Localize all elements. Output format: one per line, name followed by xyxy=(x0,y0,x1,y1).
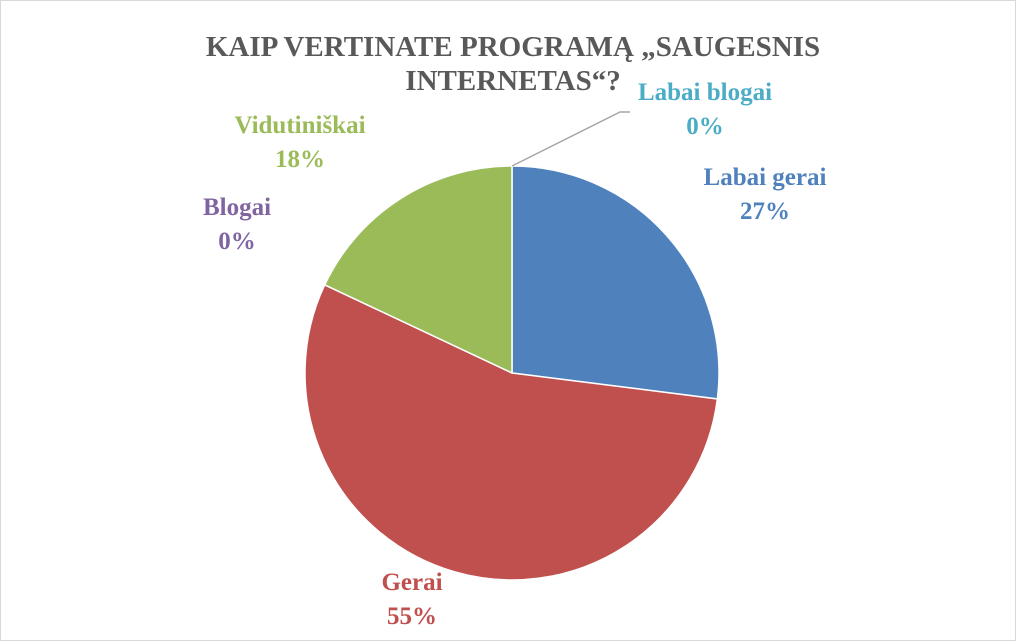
data-label: Gerai 55% xyxy=(381,569,442,630)
data-label: Blogai 0% xyxy=(203,194,271,255)
data-label: Labai blogai 0% xyxy=(638,79,772,140)
category-label: Labai gerai xyxy=(704,164,827,191)
value-label: 27% xyxy=(740,198,790,225)
category-label: Labai blogai xyxy=(638,79,772,106)
chart-title: KAIP VERTINATE PROGRAMĄ „SAUGESNIS INTER… xyxy=(205,31,821,97)
category-label: Blogai xyxy=(203,194,271,221)
value-label: 18% xyxy=(275,146,325,173)
value-label: 0% xyxy=(218,228,256,255)
leader-line xyxy=(511,111,630,167)
data-label: Vidutiniškai 18% xyxy=(234,112,365,173)
value-label: 0% xyxy=(686,113,724,140)
pie-slice xyxy=(323,165,513,375)
category-label: Vidutiniškai xyxy=(234,112,365,139)
pie-slice xyxy=(304,283,719,581)
value-label: 55% xyxy=(387,603,437,630)
pie-slice xyxy=(511,165,720,400)
category-label: Gerai xyxy=(381,569,442,596)
data-label: Labai gerai 27% xyxy=(704,164,827,225)
